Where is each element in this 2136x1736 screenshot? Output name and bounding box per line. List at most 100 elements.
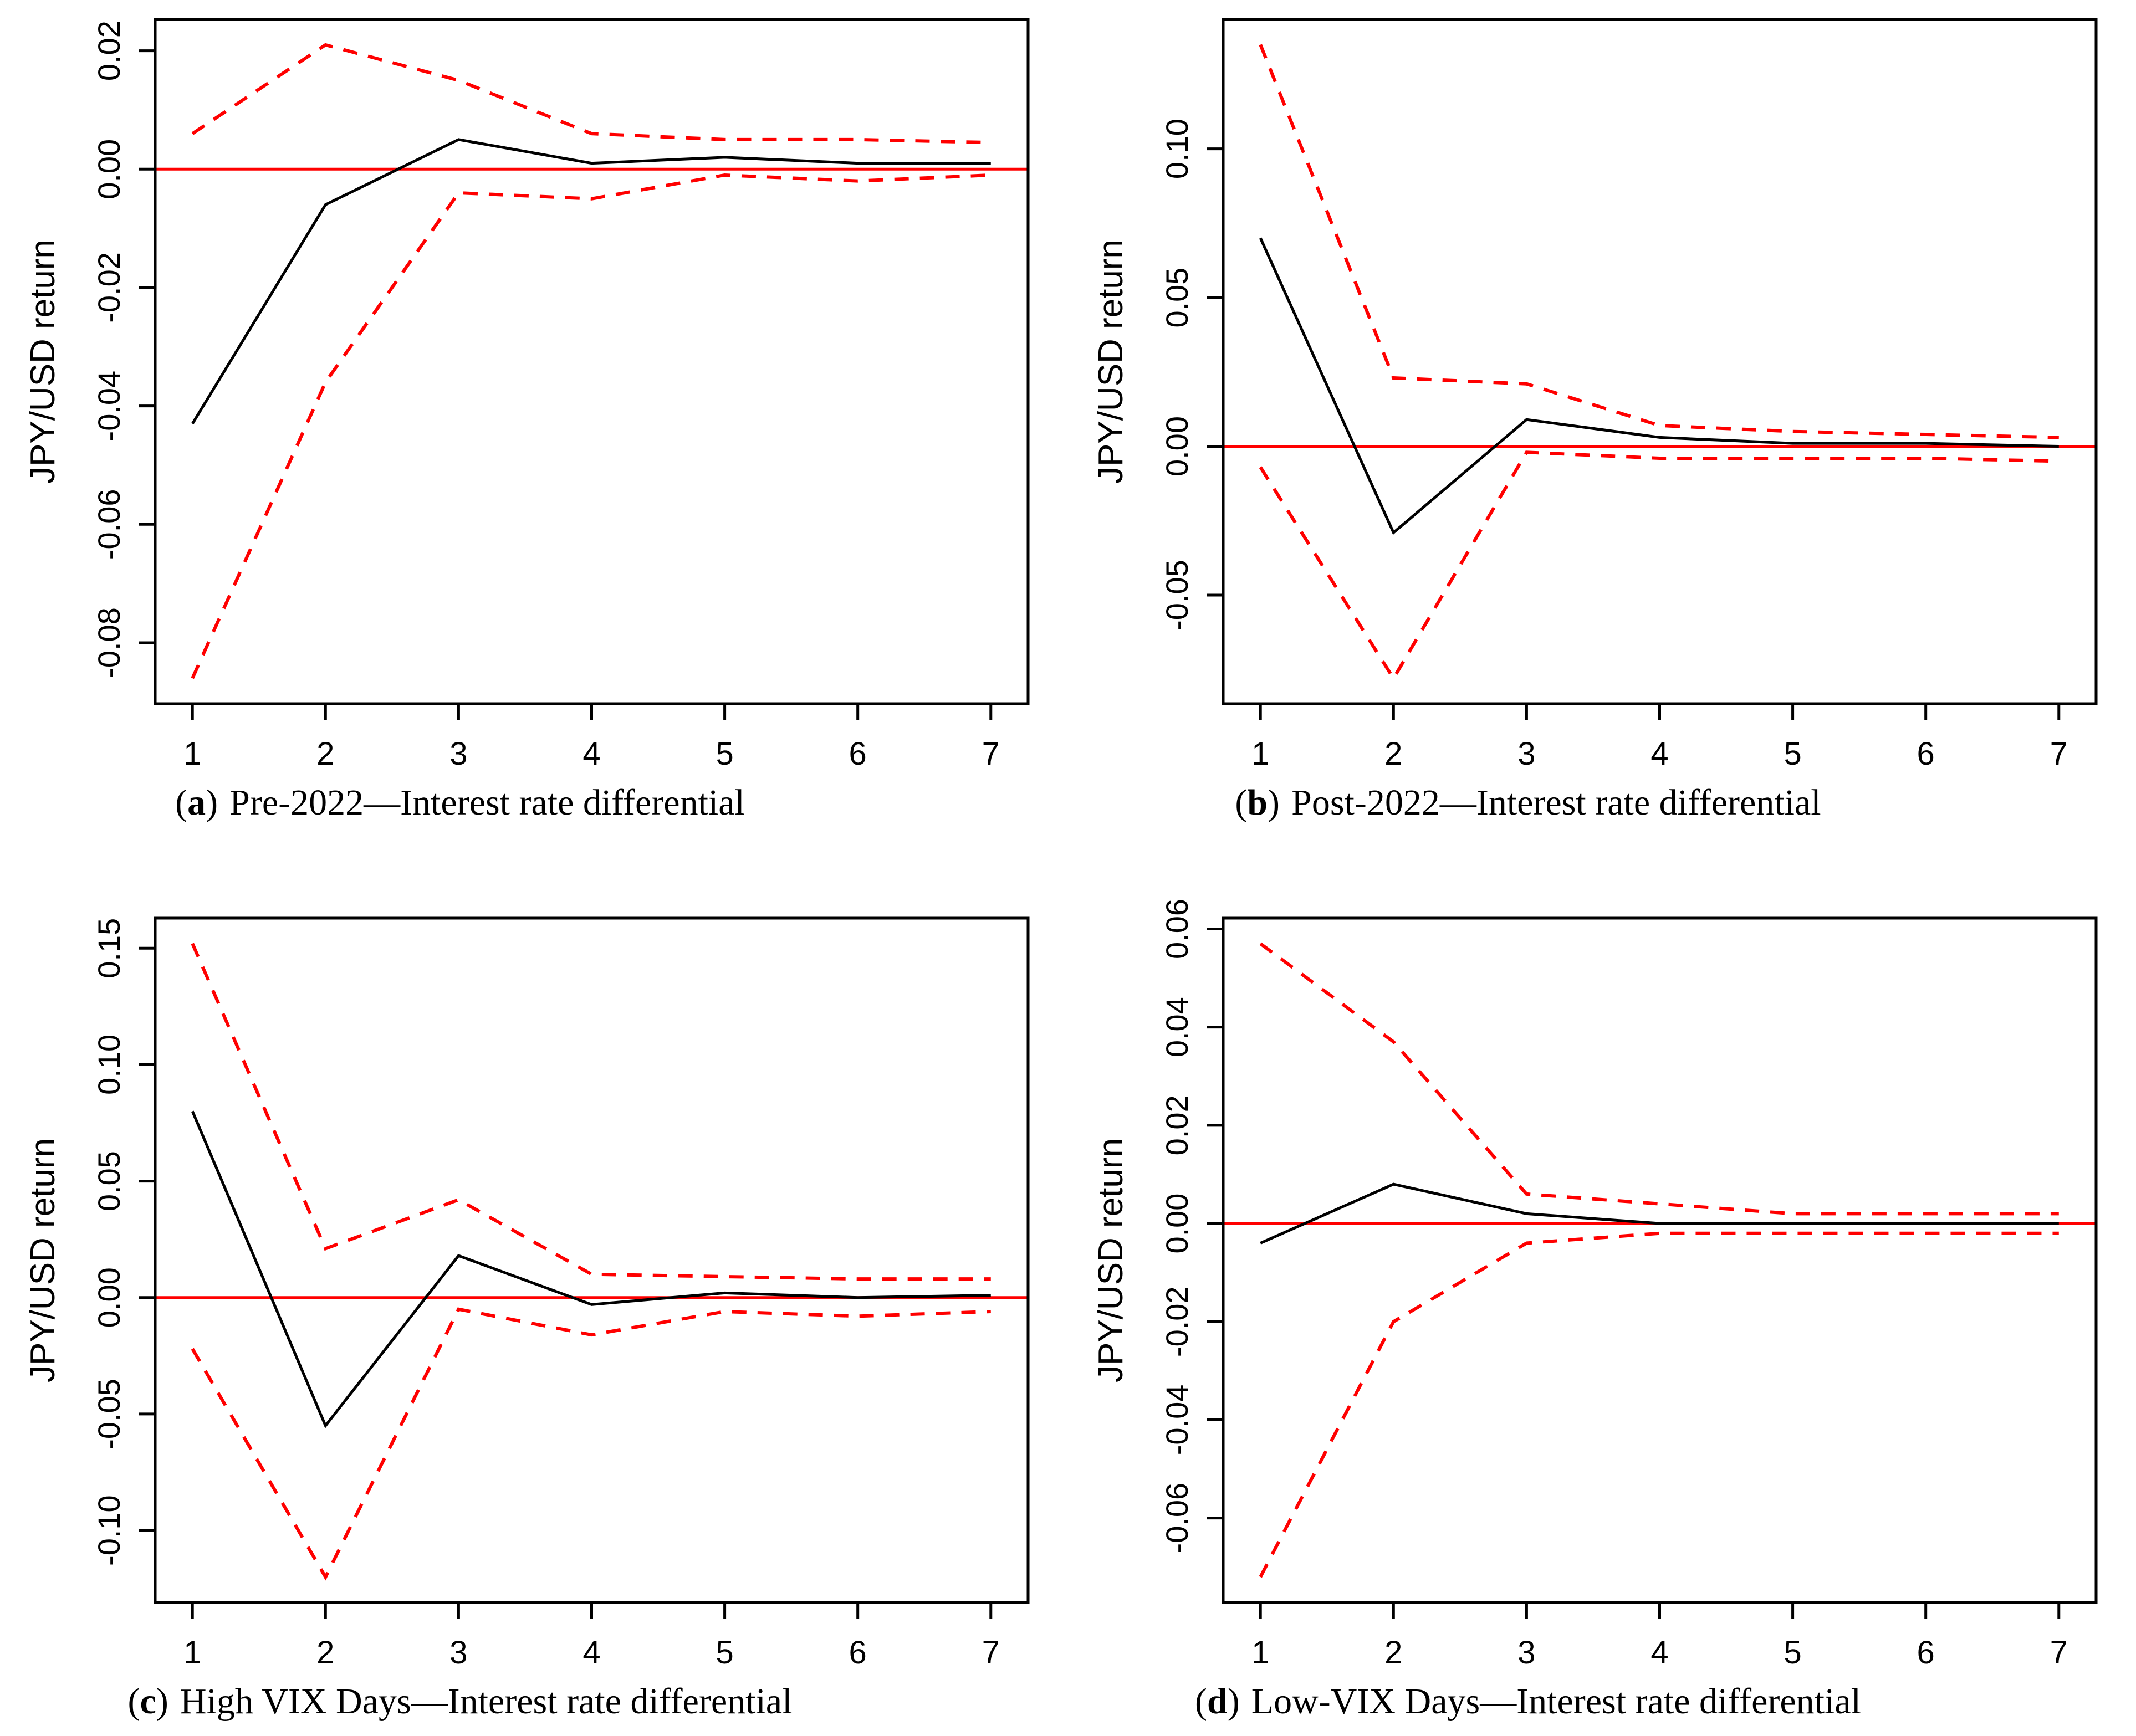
impulse-response-line xyxy=(191,138,991,424)
y-axis-title: JPY/USD return xyxy=(24,239,62,484)
y-tick-label: 0.00 xyxy=(91,139,126,199)
y-tick-label: -0.10 xyxy=(91,1495,126,1566)
y-tick-label: -0.05 xyxy=(91,1379,126,1450)
y-tick-label: 0.10 xyxy=(1159,119,1194,179)
lower-confidence-band-line xyxy=(191,1307,991,1581)
caption-b-close-paren: ) xyxy=(1268,782,1280,823)
caption-b-letter: b xyxy=(1247,782,1268,823)
caption-c-letter: c xyxy=(140,1681,156,1722)
panel-a-plot: 0.02 0.00 -0.02 -0.04 -0.06 -0.08 1 2 3 4 5 6 7 JPY/U… xyxy=(6,0,1059,779)
x-tick-label: 7 xyxy=(2050,1635,2068,1671)
plot-box xyxy=(1222,18,2098,705)
y-tick-label: -0.08 xyxy=(91,607,126,678)
x-tick-label: 5 xyxy=(716,1635,733,1671)
y-tick-label: 0.02 xyxy=(91,21,126,81)
x-tick-label: 4 xyxy=(582,1635,600,1671)
plot-box xyxy=(154,18,1030,705)
panel-c-plot: 0.15 0.10 0.05 0.00 -0.05 -0.10 1 2 3 4 5 6 7 JPY/USD… xyxy=(6,899,1059,1677)
lower-confidence-band-line xyxy=(1259,450,2059,682)
y-tick-label: 0.00 xyxy=(91,1267,126,1328)
x-tick-label: 1 xyxy=(183,1635,201,1671)
caption-a-text: Pre-2022—Interest rate differential xyxy=(229,782,745,823)
x-tick-label: 7 xyxy=(982,736,1000,772)
x-tick-label: 3 xyxy=(1517,1635,1535,1671)
panel-d-chart: 0.06 0.04 0.02 0.00 -0.02 -0.04 -0.06 1 2 3 4 5 6 7 JP… xyxy=(1092,899,2098,1671)
x-tick-label: 4 xyxy=(1650,1635,1668,1671)
x-tick-label: 3 xyxy=(449,1635,467,1671)
caption-a-close-paren: ) xyxy=(206,782,218,823)
panel-d: 0.06 0.04 0.02 0.00 -0.02 -0.04 -0.06 1 2 3 4 5 6 7 JP… xyxy=(1068,868,2136,1736)
x-tick-label: 3 xyxy=(449,736,467,772)
x-tick-label: 7 xyxy=(2050,736,2068,772)
y-axis-title: JPY/USD return xyxy=(1092,1138,1130,1382)
y-tick-label: 0.00 xyxy=(1159,416,1194,477)
lower-confidence-band-line xyxy=(1259,1231,2059,1578)
y-tick-label: 0.15 xyxy=(91,918,126,979)
y-tick-label: 0.05 xyxy=(1159,268,1194,328)
x-tick-label: 3 xyxy=(1517,736,1535,772)
y-tick-label: -0.04 xyxy=(91,371,126,442)
y-tick-label: 0.05 xyxy=(91,1151,126,1211)
x-tick-label: 7 xyxy=(982,1635,1000,1671)
x-tick-label: 1 xyxy=(1251,1635,1269,1671)
impulse-response-line xyxy=(191,1110,991,1428)
plot-box xyxy=(154,916,1030,1604)
x-tick-label: 5 xyxy=(1784,736,1801,772)
y-axis-title: JPY/USD return xyxy=(24,1138,62,1382)
x-tick-label: 6 xyxy=(1917,736,1935,772)
y-tick-label: -0.06 xyxy=(1159,1483,1194,1554)
x-tick-label: 6 xyxy=(849,736,867,772)
x-tick-label: 5 xyxy=(716,736,733,772)
panel-d-plot: 0.06 0.04 0.02 0.00 -0.02 -0.04 -0.06 1 2 3 4 5 6 7 JP… xyxy=(1074,899,2127,1677)
caption-b-open-paren: ( xyxy=(1235,782,1248,823)
x-tick-label: 2 xyxy=(316,736,334,772)
y-tick-label: -0.02 xyxy=(1159,1286,1194,1357)
upper-confidence-band-line xyxy=(191,43,991,145)
y-tick-label: -0.05 xyxy=(1159,560,1194,631)
y-tick-label: 0.06 xyxy=(1159,899,1194,959)
panel-c-chart: 0.15 0.10 0.05 0.00 -0.05 -0.10 1 2 3 4 5 6 7 JPY/USD… xyxy=(24,916,1030,1671)
impulse-response-line xyxy=(1259,237,2059,535)
x-tick-label: 2 xyxy=(316,1635,334,1671)
y-tick-label: -0.04 xyxy=(1159,1385,1194,1456)
panel-b-chart: 0.10 0.05 0.00 -0.05 1 2 3 4 5 6 7 JPY/USD return xyxy=(1092,18,2098,772)
panel-d-caption: (d) Low-VIX Days—Interest rate differenti… xyxy=(1074,1681,2127,1723)
caption-a-letter: a xyxy=(187,782,206,823)
x-tick-label: 4 xyxy=(1650,736,1668,772)
x-tick-label: 2 xyxy=(1384,1635,1402,1671)
impulse-response-line xyxy=(1260,1182,2059,1245)
caption-d-open-paren: ( xyxy=(1195,1681,1207,1722)
y-tick-label: 0.02 xyxy=(1159,1095,1194,1155)
y-axis-title: JPY/USD return xyxy=(1092,239,1130,484)
x-tick-label: 4 xyxy=(582,736,600,772)
y-tick-label: -0.02 xyxy=(91,252,126,323)
upper-confidence-band-line xyxy=(1259,44,2059,439)
upper-confidence-band-line xyxy=(1259,942,2059,1216)
caption-d-text: Low-VIX Days—Interest rate differential xyxy=(1251,1681,1861,1722)
panel-a: 0.02 0.00 -0.02 -0.04 -0.06 -0.08 1 2 3 4 5 6 7 JPY/U… xyxy=(0,0,1068,868)
panel-b-caption: (b) Post-2022—Interest rate differential xyxy=(1074,782,2127,824)
plot-box xyxy=(1222,916,2098,1604)
caption-c-open-paren: ( xyxy=(127,1681,140,1722)
y-tick-label: 0.10 xyxy=(91,1035,126,1095)
panel-a-caption: (a) Pre-2022—Interest rate differential xyxy=(6,782,1059,824)
y-tick-label: -0.06 xyxy=(91,489,126,560)
upper-confidence-band-line xyxy=(191,943,991,1281)
x-tick-label: 2 xyxy=(1384,736,1402,772)
x-tick-label: 6 xyxy=(1917,1635,1935,1671)
caption-c-close-paren: ) xyxy=(156,1681,168,1722)
caption-d-letter: d xyxy=(1207,1681,1228,1722)
panel-c: 0.15 0.10 0.05 0.00 -0.05 -0.10 1 2 3 4 5 6 7 JPY/USD… xyxy=(0,868,1068,1736)
panel-b-plot: 0.10 0.05 0.00 -0.05 1 2 3 4 5 6 7 JPY/USD return xyxy=(1074,0,2127,779)
x-tick-label: 6 xyxy=(849,1635,867,1671)
panel-a-chart: 0.02 0.00 -0.02 -0.04 -0.06 -0.08 1 2 3 4 5 6 7 JPY/U… xyxy=(24,18,1030,772)
panel-b: 0.10 0.05 0.00 -0.05 1 2 3 4 5 6 7 JPY/USD return (… xyxy=(1068,0,2136,868)
caption-b-text: Post-2022—Interest rate differential xyxy=(1291,782,1821,823)
caption-a-open-paren: ( xyxy=(175,782,188,823)
caption-d-close-paren: ) xyxy=(1227,1681,1240,1722)
x-tick-label: 1 xyxy=(1251,736,1269,772)
panel-c-caption: (c) High VIX Days—Interest rate different… xyxy=(6,1681,1059,1723)
y-tick-label: 0.04 xyxy=(1159,997,1194,1057)
caption-c-text: High VIX Days—Interest rate differential xyxy=(180,1681,793,1722)
